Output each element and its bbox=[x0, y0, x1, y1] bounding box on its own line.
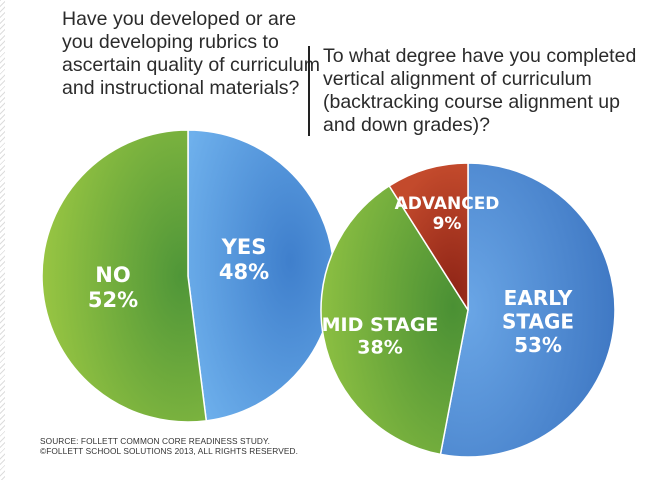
slice-value-advanced: 9% bbox=[433, 214, 462, 234]
slice-label-no: NO bbox=[95, 263, 130, 287]
source-line-1: SOURCE: FOLLETT COMMON CORE READINESS ST… bbox=[40, 436, 270, 446]
slice-value-no: 52% bbox=[88, 288, 138, 312]
chart-2-title: To what degree have you completed vertic… bbox=[323, 45, 637, 136]
slice-label-advanced: ADVANCED bbox=[395, 194, 500, 214]
slice-value-mid-stage: 38% bbox=[357, 336, 402, 358]
chart-1-title: Have you developed or are you developing… bbox=[62, 8, 320, 99]
slice-value-yes: 48% bbox=[219, 260, 269, 284]
page-edge-pattern bbox=[0, 0, 5, 480]
slice-label-yes: YES bbox=[221, 235, 267, 259]
pie-slice-advanced bbox=[388, 162, 469, 311]
slice-value-early-stage: 53% bbox=[514, 333, 562, 357]
pie-slice-no bbox=[41, 129, 208, 423]
source-note: SOURCE: FOLLETT COMMON CORE READINESS ST… bbox=[40, 436, 298, 456]
slice-label-early-stage-line-1: EARLY bbox=[504, 286, 573, 310]
pie-slice-early-stage bbox=[439, 162, 616, 458]
slice-label-mid-stage: MID STAGE bbox=[322, 314, 439, 336]
slice-label-early-stage-line-2: STAGE bbox=[502, 310, 574, 334]
source-line-2: ©FOLLETT SCHOOL SOLUTIONS 2013, ALL RIGH… bbox=[40, 446, 298, 456]
title-divider bbox=[308, 46, 310, 136]
